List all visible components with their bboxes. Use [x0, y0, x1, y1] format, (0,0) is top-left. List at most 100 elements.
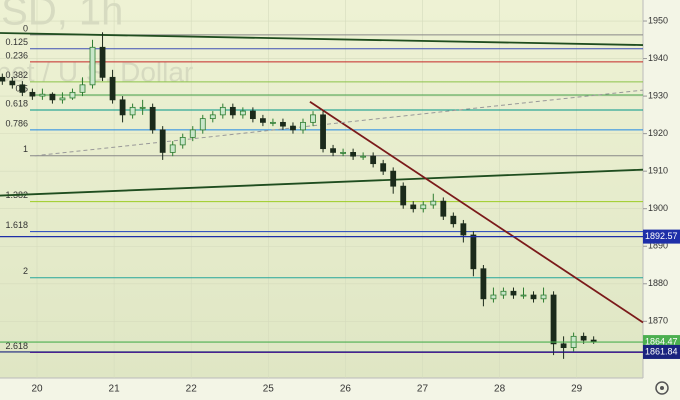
candle-body — [59, 97, 66, 101]
price-label-box — [643, 229, 680, 244]
candle-body — [229, 106, 236, 116]
candle-body — [580, 335, 587, 341]
candle-body — [39, 93, 46, 97]
x-tick-label: 26 — [340, 384, 352, 395]
candle-body — [270, 121, 276, 124]
candle-body — [530, 294, 537, 300]
fib-label: 0.618 — [5, 98, 28, 108]
candle-body — [280, 121, 286, 127]
candle-body — [400, 185, 407, 206]
candle-body — [360, 155, 367, 158]
candle-body — [209, 114, 216, 120]
candle-body — [380, 163, 387, 172]
y-tick-label: 1880 — [648, 278, 668, 288]
candle-body — [9, 80, 16, 86]
candle-body — [350, 152, 357, 157]
candle-body — [179, 136, 186, 146]
candle-body — [520, 294, 527, 297]
y-tick-label: 1930 — [648, 90, 668, 100]
watermark: XAUUSD, 1h — [0, 0, 123, 34]
candle-body — [550, 294, 557, 345]
candle-body — [300, 121, 306, 131]
candle-body — [420, 204, 427, 210]
candle-body — [410, 204, 417, 210]
candle-body — [310, 114, 316, 123]
fib-label: 2 — [23, 266, 28, 276]
candle-body — [119, 99, 126, 116]
y-tick-label: 1890 — [648, 241, 668, 251]
candle-body — [89, 46, 96, 86]
candle-body — [0, 76, 6, 82]
fib-label: 0.125 — [5, 37, 28, 47]
x-tick-label: 20 — [31, 384, 43, 395]
fib-label: 2.618 — [5, 341, 28, 351]
y-tick-label: 1870 — [648, 316, 668, 326]
candle-body — [500, 290, 507, 296]
candle-body — [199, 118, 206, 131]
candle-body — [260, 118, 266, 123]
settings-icon[interactable] — [655, 381, 669, 395]
candle-body — [29, 91, 36, 97]
candle-body — [69, 91, 76, 99]
price-label-box — [643, 344, 680, 359]
fib-label: 1.618 — [5, 220, 28, 230]
candle-body — [49, 93, 56, 101]
candle-body — [249, 110, 256, 120]
candle-body — [129, 106, 136, 116]
candle-body — [510, 290, 517, 296]
fib-label: 0 — [23, 23, 28, 33]
candle-body — [480, 268, 487, 300]
candle-body — [440, 200, 447, 217]
price-axis — [643, 0, 680, 400]
x-tick-label: 28 — [494, 384, 506, 395]
candle-body — [460, 223, 467, 236]
time-axis — [0, 378, 643, 400]
candle-body — [490, 294, 497, 300]
fib-label: 0.236 — [5, 50, 28, 60]
watermark: Gold Spot / U.S. Dollar — [0, 56, 193, 87]
fib-label: 0.786 — [5, 118, 28, 128]
plot-background — [0, 0, 643, 378]
candle-body — [470, 234, 477, 270]
candle-body — [430, 200, 437, 206]
candle-body — [99, 46, 106, 78]
x-tick-label: 29 — [571, 384, 583, 395]
candle-body — [189, 129, 196, 138]
candle-body — [169, 144, 176, 153]
y-tick-label: 1920 — [648, 128, 668, 138]
price-label: 1892.57 — [645, 231, 678, 241]
candle-body — [109, 76, 116, 101]
price-label: 1861.84 — [645, 346, 678, 356]
trend-line — [34, 89, 644, 157]
x-tick-label: 25 — [263, 384, 275, 395]
candle-body — [239, 110, 246, 116]
fib-label: 1 — [23, 144, 28, 154]
candle-body — [370, 155, 377, 165]
candle-body — [219, 106, 226, 116]
trend-line — [309, 100, 644, 324]
candle-body — [450, 215, 457, 225]
candle-body — [330, 148, 336, 153]
y-tick-label: 1940 — [648, 53, 668, 63]
price-label: 1864.47 — [645, 336, 678, 346]
candle-body — [19, 84, 26, 93]
y-tick-label: 1900 — [648, 203, 668, 213]
y-tick-label: 1950 — [648, 15, 668, 25]
x-tick-label: 21 — [109, 384, 121, 395]
candle-body — [149, 106, 156, 131]
candle-body — [340, 152, 346, 154]
candle-body — [320, 114, 326, 150]
candle-body — [560, 343, 567, 348]
candle-body — [79, 84, 86, 93]
candle-body — [139, 106, 146, 109]
x-tick-label: 27 — [417, 384, 429, 395]
x-tick-label: 22 — [186, 384, 198, 395]
candle-body — [159, 129, 166, 153]
candle-body — [290, 125, 296, 131]
candle-body — [540, 294, 547, 300]
fib-label: 0.382 — [5, 70, 28, 80]
trend-line — [0, 32, 644, 46]
candle-body — [390, 170, 397, 187]
trend-line — [0, 168, 644, 197]
